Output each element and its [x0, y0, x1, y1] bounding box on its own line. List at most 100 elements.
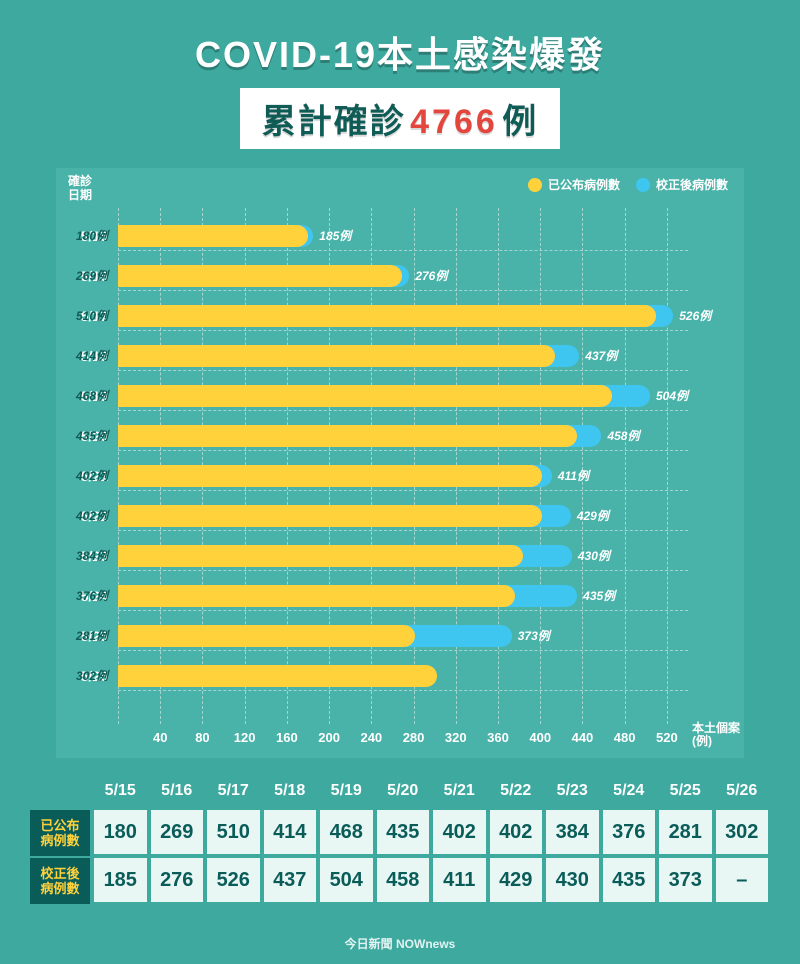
row-corrected-head: 校正後病例數	[30, 856, 92, 904]
table-col-head: 5/23	[544, 776, 601, 808]
bar-label-corrected: 504例	[656, 385, 688, 407]
y-axis-title: 確診 日期	[68, 174, 92, 202]
table-cell: 414	[262, 808, 319, 856]
gridline-h	[118, 690, 688, 691]
bar-published	[118, 345, 555, 367]
y-axis-title-l1: 確診	[68, 174, 92, 188]
bar-label-published: 302例	[0, 665, 108, 687]
subtitle-prefix: 累計確診	[262, 103, 406, 141]
bar-label-published: 281例	[0, 625, 108, 647]
table-col-head: 5/26	[714, 776, 771, 808]
row-published-head: 已公布病例數	[30, 808, 92, 856]
bar-published	[118, 665, 437, 687]
y-axis-title-l2: 日期	[68, 188, 92, 202]
table-col-head: 5/19	[318, 776, 375, 808]
x-axis-title-l2: (例)	[692, 734, 712, 748]
table-cell: 384	[544, 808, 601, 856]
table-row: 已公布病例數1802695104144684354024023843762813…	[30, 808, 770, 856]
x-tick-label: 240	[360, 730, 382, 745]
bar-label-published: 414例	[0, 345, 108, 367]
bar-published	[118, 385, 612, 407]
bar-label-published: 468例	[0, 385, 108, 407]
table-col-head: 5/18	[262, 776, 319, 808]
x-tick-label: 520	[656, 730, 678, 745]
subtitle-number: 4766	[410, 103, 498, 141]
bar-label-published: 402例	[0, 505, 108, 527]
gridline-h	[118, 370, 688, 371]
bar-label-corrected: 411例	[558, 465, 589, 487]
x-axis-title-l1: 本土個案	[692, 721, 740, 735]
x-tick-label: 360	[487, 730, 509, 745]
x-axis-title: 本土個案 (例)	[692, 722, 740, 748]
table-col-head: 5/22	[488, 776, 545, 808]
x-tick-label: 120	[234, 730, 256, 745]
gridline-v	[625, 208, 626, 724]
bar-label-corrected: 276例	[415, 265, 447, 287]
table-cell: 185	[92, 856, 149, 904]
chart-legend: 已公布病例數 校正後病例數	[528, 176, 728, 193]
x-tick-label: 320	[445, 730, 467, 745]
table-col-head: 5/24	[601, 776, 658, 808]
table-col-head: 5/20	[375, 776, 432, 808]
bar-published	[118, 425, 577, 447]
x-tick-label: 80	[195, 730, 209, 745]
table-header-row: 5/155/165/175/185/195/205/215/225/235/24…	[30, 776, 770, 808]
table-cell: 402	[431, 808, 488, 856]
gridline-h	[118, 530, 688, 531]
bar-label-corrected: 435例	[583, 585, 615, 607]
table-cell: –	[714, 856, 771, 904]
gridline-h	[118, 250, 688, 251]
bar-label-corrected: 185例	[319, 225, 351, 247]
table-cell: 526	[205, 856, 262, 904]
gridline-h	[118, 570, 688, 571]
table-cell: 302	[714, 808, 771, 856]
chart-panel: 確診 日期 已公布病例數 校正後病例數 40801201602002402803…	[56, 168, 744, 758]
bar-label-corrected: 430例	[578, 545, 610, 567]
table-cell: 504	[318, 856, 375, 904]
gridline-h	[118, 410, 688, 411]
table-row: 校正後病例數185276526437504458411429430435373–	[30, 856, 770, 904]
table-cell: 269	[149, 808, 206, 856]
gridline-h	[118, 490, 688, 491]
table-cell: 281	[657, 808, 714, 856]
table-col-head: 5/21	[431, 776, 488, 808]
gridline-v	[667, 208, 668, 724]
bar-published	[118, 465, 542, 487]
table-col-head: 5/16	[149, 776, 206, 808]
gridline-h	[118, 610, 688, 611]
main-title: COVID-19本土感染爆發	[0, 26, 800, 78]
legend-swatch-published-icon	[528, 178, 542, 192]
legend-swatch-corrected-icon	[636, 178, 650, 192]
legend-item-corrected: 校正後病例數	[636, 176, 728, 193]
x-tick-label: 480	[614, 730, 636, 745]
table-cell: 435	[601, 856, 658, 904]
bar-label-corrected: 429例	[577, 505, 609, 527]
data-table-wrap: 5/155/165/175/185/195/205/215/225/235/24…	[30, 776, 770, 904]
data-table: 5/155/165/175/185/195/205/215/225/235/24…	[30, 776, 770, 904]
bar-label-published: 510例	[0, 305, 108, 327]
table-col-head: 5/25	[657, 776, 714, 808]
infographic-canvas: COVID-19本土感染爆發 累計確診 4766 例 確診 日期 已公布病例數 …	[0, 0, 800, 964]
footer-source: 今日新聞 NOWnews	[0, 935, 800, 952]
table-cell: 376	[601, 808, 658, 856]
bar-label-published: 435例	[0, 425, 108, 447]
bar-published	[118, 225, 308, 247]
bar-label-published: 180例	[0, 225, 108, 247]
table-cell: 437	[262, 856, 319, 904]
gridline-h	[118, 330, 688, 331]
bar-published	[118, 505, 542, 527]
bar-label-published: 376例	[0, 585, 108, 607]
chart-plot-area: 40801201602002402803203604004404805205/1…	[118, 208, 688, 724]
bar-published	[118, 545, 523, 567]
x-tick-label: 200	[318, 730, 340, 745]
table-cell: 276	[149, 856, 206, 904]
subtitle-bar: 累計確診 4766 例	[240, 88, 561, 149]
legend-item-published: 已公布病例數	[528, 176, 620, 193]
table-col-head: 5/15	[92, 776, 149, 808]
bar-published	[118, 625, 415, 647]
table-col-head: 5/17	[205, 776, 262, 808]
bar-published	[118, 265, 402, 287]
x-tick-label: 40	[153, 730, 167, 745]
bar-published	[118, 585, 515, 607]
table-cell: 373	[657, 856, 714, 904]
